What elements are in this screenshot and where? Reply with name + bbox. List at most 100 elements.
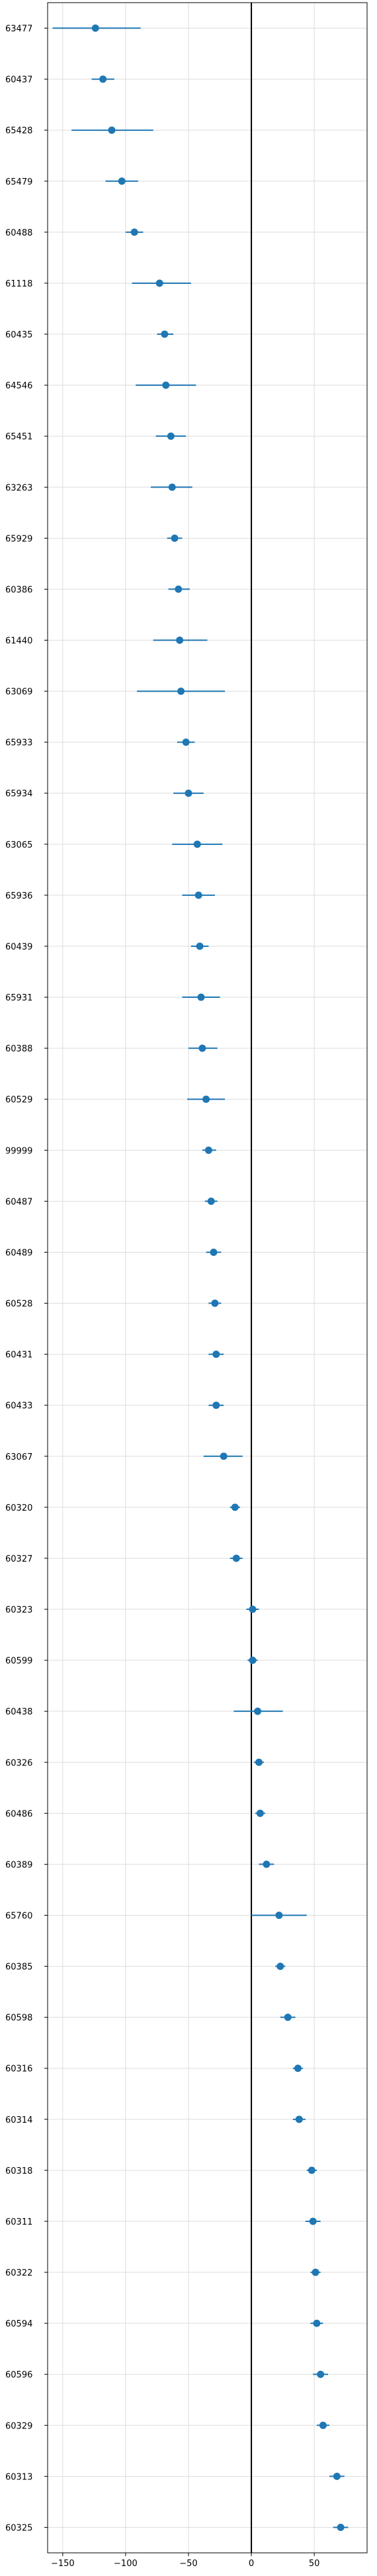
y-axis: 63477 60437 65428 65479 60488 61118 60435 64546… [5,24,48,2533]
y-tick-label: 60325 [5,2523,32,2533]
data-point [198,1044,206,1052]
data-point [284,2014,292,2021]
y-tick-label: 60528 [5,1300,32,1310]
data-point [212,1401,220,1409]
data-point [275,1912,283,1919]
data-point [295,2115,303,2123]
data-point [231,1503,239,1511]
data-point [99,75,107,83]
data-point [207,1197,215,1205]
data-point [175,585,183,593]
data-point [294,2065,302,2072]
y-tick-label: 60314 [5,2115,32,2125]
data-point [108,126,116,134]
data-point [313,2319,321,2327]
y-tick-label: 60320 [5,1503,32,1513]
y-tick-label: 60487 [5,1197,32,1207]
data-point [337,2523,345,2531]
y-tick-label: 60311 [5,2217,32,2227]
y-tick-label: 60322 [5,2268,32,2278]
data-point [162,381,170,389]
y-tick-label: 60431 [5,1351,32,1360]
y-tick-label: 60326 [5,1758,32,1768]
y-tick-label: 65934 [5,789,32,799]
data-point [204,1146,212,1154]
y-tick-label: 60389 [5,1860,32,1870]
data-point [196,942,204,950]
y-tick-label: 60323 [5,1605,32,1615]
y-tick-label: 60594 [5,2319,32,2329]
y-tick-label: 60435 [5,330,32,340]
y-tick-label: 65428 [5,126,32,136]
data-point [185,789,192,797]
y-tick-label: 61440 [5,637,32,646]
data-point [212,1351,220,1358]
x-tick-label: −50 [179,2559,197,2569]
data-point [276,1963,284,1971]
y-tick-label: 65451 [5,432,32,442]
x-tick-label: 0 [249,2559,254,2569]
y-tick-label: 65479 [5,177,32,187]
y-tick-label: 65760 [5,1912,32,1922]
y-tick-label: 63263 [5,483,32,493]
data-point [182,738,190,746]
y-tick-label: 60599 [5,1656,32,1666]
data-point [256,1809,264,1817]
data-point [211,1300,219,1308]
y-tick-label: 60388 [5,1044,32,1054]
data-point [168,483,176,491]
data-point [319,2421,327,2429]
data-point [210,1248,218,1256]
y-tick-label: 60438 [5,1707,32,1717]
y-tick-label: 60386 [5,585,32,595]
data-point [254,1707,262,1715]
data-point [91,24,99,32]
data-point [255,1758,263,1766]
y-tick-label: 60488 [5,228,32,238]
y-tick-label: 63477 [5,24,32,34]
y-tick-label: 65936 [5,891,32,901]
y-tick-label: 64546 [5,381,32,391]
y-tick-label: 63065 [5,840,32,850]
y-tick-label: 60318 [5,2166,32,2176]
data-point [177,688,185,695]
data-point [309,2217,317,2225]
data-point [197,993,205,1001]
x-tick-label: −100 [114,2559,138,2569]
data-point [194,891,202,899]
data-point [161,330,169,338]
y-tick-label: 60329 [5,2421,32,2431]
y-tick-label: 60439 [5,942,32,952]
data-point [312,2268,319,2276]
data-point [317,2370,325,2378]
data-point [232,1554,240,1562]
data-point [176,637,184,644]
data-point [220,1452,228,1460]
data-point [167,432,175,440]
y-tick-label: 60437 [5,75,32,85]
y-tick-label: 60598 [5,2014,32,2023]
y-tick-label: 60385 [5,1963,32,1973]
data-point [249,1656,257,1664]
data-point [333,2472,341,2480]
y-tick-label: 65933 [5,738,32,748]
data-point [308,2166,315,2174]
y-tick-label: 63067 [5,1452,32,1462]
data-points [91,24,345,2531]
y-tick-label: 60529 [5,1095,32,1105]
plot-frame [47,2,368,2554]
y-tick-label: 60433 [5,1401,32,1411]
data-point [249,1605,257,1613]
y-tick-label: 60489 [5,1248,32,1258]
y-tick-label: 60316 [5,2065,32,2074]
x-tick-label: −150 [51,2559,75,2569]
y-tick-label: 99999 [5,1146,32,1156]
y-tick-label: 65929 [5,534,32,544]
data-point [118,177,126,185]
y-tick-label: 61118 [5,279,32,289]
data-point [193,840,201,848]
y-tick-label: 60486 [5,1809,32,1819]
y-tick-label: 63069 [5,688,32,697]
data-point [155,279,163,287]
